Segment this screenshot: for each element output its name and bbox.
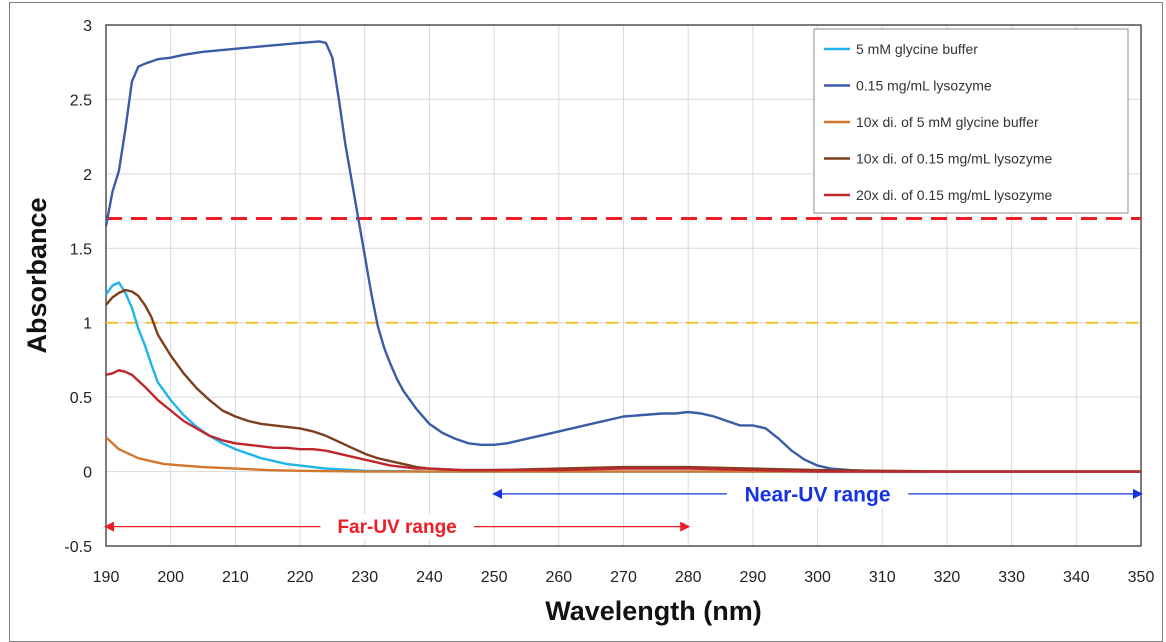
legend-label: 10x di. of 5 mM glycine buffer	[856, 114, 1039, 130]
series-line-5	[105, 369, 1141, 473]
x-tick-label: 210	[222, 569, 249, 586]
x-tick-label: 230	[351, 569, 378, 586]
range-label: Far-UV range	[337, 517, 456, 538]
x-tick-label: 220	[287, 569, 314, 586]
y-tick-label: 3	[83, 18, 92, 35]
x-tick-label: 280	[675, 569, 702, 586]
series-line-4	[105, 288, 1141, 473]
x-tick-label: 310	[869, 569, 896, 586]
range-label-bg	[726, 480, 909, 508]
range-label-bg	[320, 514, 474, 540]
x-tick-label: 260	[545, 569, 572, 586]
legend-label: 20x di. of 0.15 mg/mL lysozyme	[856, 187, 1053, 203]
x-tick-label: 350	[1128, 569, 1155, 586]
y-tick-label: -0.5	[64, 539, 92, 556]
range-label: Near-UV range	[745, 483, 891, 506]
x-axis-title: Wavelength (nm)	[545, 596, 762, 626]
x-tick-label: 290	[740, 569, 767, 586]
y-axis-title: Absorbance	[22, 197, 52, 353]
x-tick-label: 330	[998, 569, 1025, 586]
y-tick-label: 2	[83, 167, 92, 184]
legend-box	[813, 28, 1129, 214]
x-tick-label: 300	[804, 569, 831, 586]
series-line-2	[104, 40, 1141, 473]
x-tick-label: 250	[481, 569, 508, 586]
legend-label: 0.15 mg/mL lysozyme	[856, 78, 992, 94]
x-tick-label: 200	[157, 569, 184, 586]
series-line-3	[105, 436, 1141, 473]
x-tick-label: 320	[934, 569, 961, 586]
legend-label: 5 mM glycine buffer	[856, 41, 978, 57]
plot-area-border	[105, 24, 1142, 547]
y-tick-label: 1.5	[70, 241, 92, 258]
y-tick-label: 0	[83, 465, 92, 482]
y-tick-label: 0.5	[70, 390, 92, 407]
absorbance-chart: -0.5 0 0.5 1 1.5 2 2.5 3 190 200 210 220 230 240 250 26…	[22, 18, 1155, 626]
x-tick-label: 190	[93, 569, 120, 586]
x-tick-label: 270	[610, 569, 637, 586]
y-tick-label: 1	[83, 316, 92, 333]
x-tick-label: 240	[416, 569, 443, 586]
legend-label: 10x di. of 0.15 mg/mL lysozyme	[856, 151, 1053, 167]
x-tick-label: 340	[1063, 569, 1090, 586]
y-tick-label: 2.5	[70, 92, 92, 109]
